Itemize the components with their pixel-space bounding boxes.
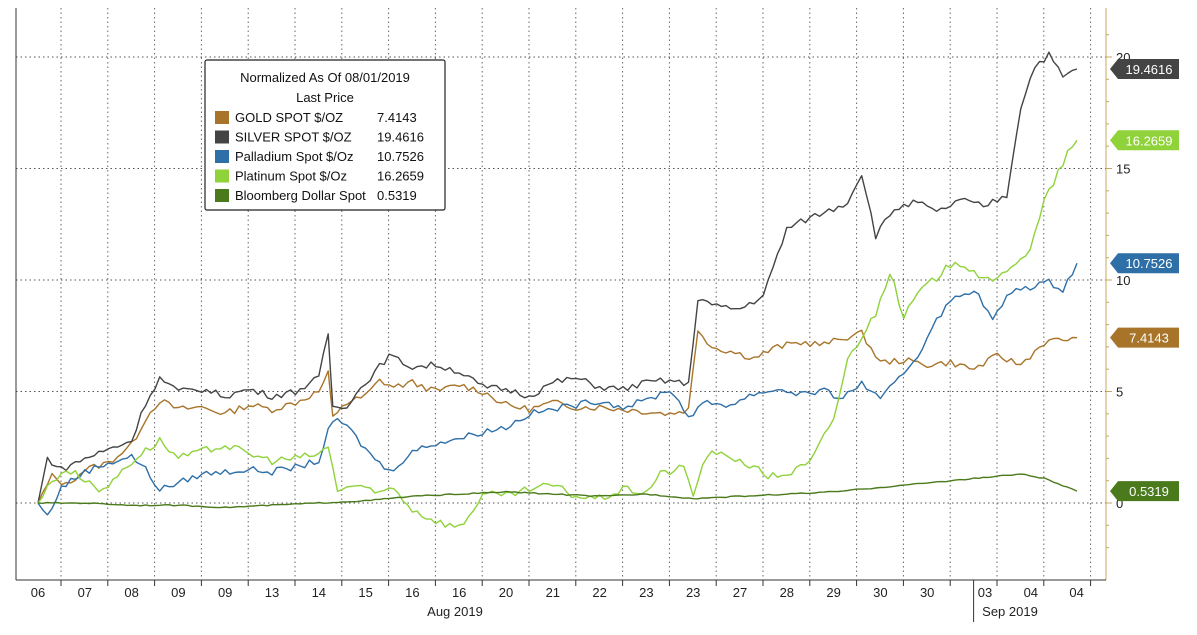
legend-entry-value: 19.4616 [377, 130, 424, 145]
callout-value: 10.7526 [1126, 256, 1173, 271]
x-tick-label: 16 [405, 585, 419, 600]
callout-box [1110, 327, 1179, 348]
legend-entry-value: 7.4143 [377, 110, 417, 125]
legend-entry-name: GOLD SPOT $/OZ [235, 110, 343, 125]
x-tick-label: 22 [592, 585, 606, 600]
month-label: Aug 2019 [427, 604, 483, 619]
x-tick-label: 27 [733, 585, 747, 600]
series-line-4 [37, 473, 1078, 509]
callout-box [1110, 59, 1179, 80]
x-tick-label: 20 [499, 585, 513, 600]
callout-1: 19.4616 [1110, 59, 1179, 80]
x-tick-label: 09 [171, 585, 185, 600]
legend-title: Normalized As Of 08/01/2019 [240, 70, 410, 85]
x-tick-label: 30 [920, 585, 934, 600]
legend-entry-value: 16.2659 [377, 169, 424, 184]
x-tick-label: 13 [265, 585, 279, 600]
legend-subtitle: Last Price [296, 90, 354, 105]
callout-value: 7.4143 [1129, 331, 1169, 346]
x-tick-label: 30 [873, 585, 887, 600]
y-tick-label: 5 [1116, 385, 1123, 400]
callout-value: 19.4616 [1126, 62, 1173, 77]
legend-swatch [215, 150, 229, 163]
series-line-1 [37, 51, 1078, 504]
x-tick-label: 16 [452, 585, 466, 600]
y-tick-label: 15 [1116, 162, 1130, 177]
legend-entry-value: 0.5319 [377, 188, 417, 203]
callout-0: 7.4143 [1110, 327, 1179, 348]
legend-entry-name: Platinum Spot $/Oz [235, 169, 347, 184]
legend-box [204, 59, 446, 211]
callout-box [1110, 130, 1179, 151]
x-tick-label: 07 [78, 585, 92, 600]
callout-value: 0.5319 [1129, 484, 1169, 499]
x-tick-label: 28 [780, 585, 794, 600]
x-tick-label: 29 [826, 585, 840, 600]
x-tick-label: 15 [358, 585, 372, 600]
x-tick-label: 09 [218, 585, 232, 600]
callout-box [1110, 481, 1179, 502]
legend-swatch [215, 111, 229, 124]
y-tick-label: 0 [1116, 496, 1123, 511]
legend-entry-name: Bloomberg Dollar Spot [235, 188, 366, 203]
callout-4: 0.5319 [1110, 481, 1179, 502]
x-tick-label: 08 [124, 585, 138, 600]
x-tick-label: 23 [686, 585, 700, 600]
x-tick-label: 14 [312, 585, 326, 600]
y-tick-label: 10 [1116, 273, 1130, 288]
legend-entry-value: 10.7526 [377, 149, 424, 164]
callout-value: 16.2659 [1126, 133, 1173, 148]
x-tick-label: 04 [1069, 585, 1083, 600]
x-tick-label: 21 [546, 585, 560, 600]
callout-3: 16.2659 [1110, 130, 1179, 151]
series-line-0 [37, 329, 1078, 504]
last-price-callouts: 7.4143 19.4616 10.7526 16.2659 0.5319 [1110, 59, 1179, 502]
legend: Normalized As Of 08/01/2019 Last Price GOL… [204, 59, 446, 211]
legend-swatch [215, 189, 229, 202]
month-label: Sep 2019 [982, 604, 1038, 619]
legend-entry-name: Palladium Spot $/Oz [235, 149, 354, 164]
legend-swatch [215, 130, 229, 144]
callout-2: 10.7526 [1110, 253, 1179, 274]
x-tick-label: 23 [639, 585, 653, 600]
legend-swatch [215, 169, 229, 183]
x-tick-label: 03 [978, 585, 992, 600]
callout-box [1110, 253, 1179, 274]
x-tick-label: 06 [31, 585, 45, 600]
series-line-2 [37, 262, 1078, 516]
series-lines [37, 51, 1078, 528]
x-tick-label: 04 [1024, 585, 1038, 600]
legend-entry-name: SILVER SPOT $/OZ [235, 130, 352, 145]
series-line-3 [37, 139, 1078, 528]
